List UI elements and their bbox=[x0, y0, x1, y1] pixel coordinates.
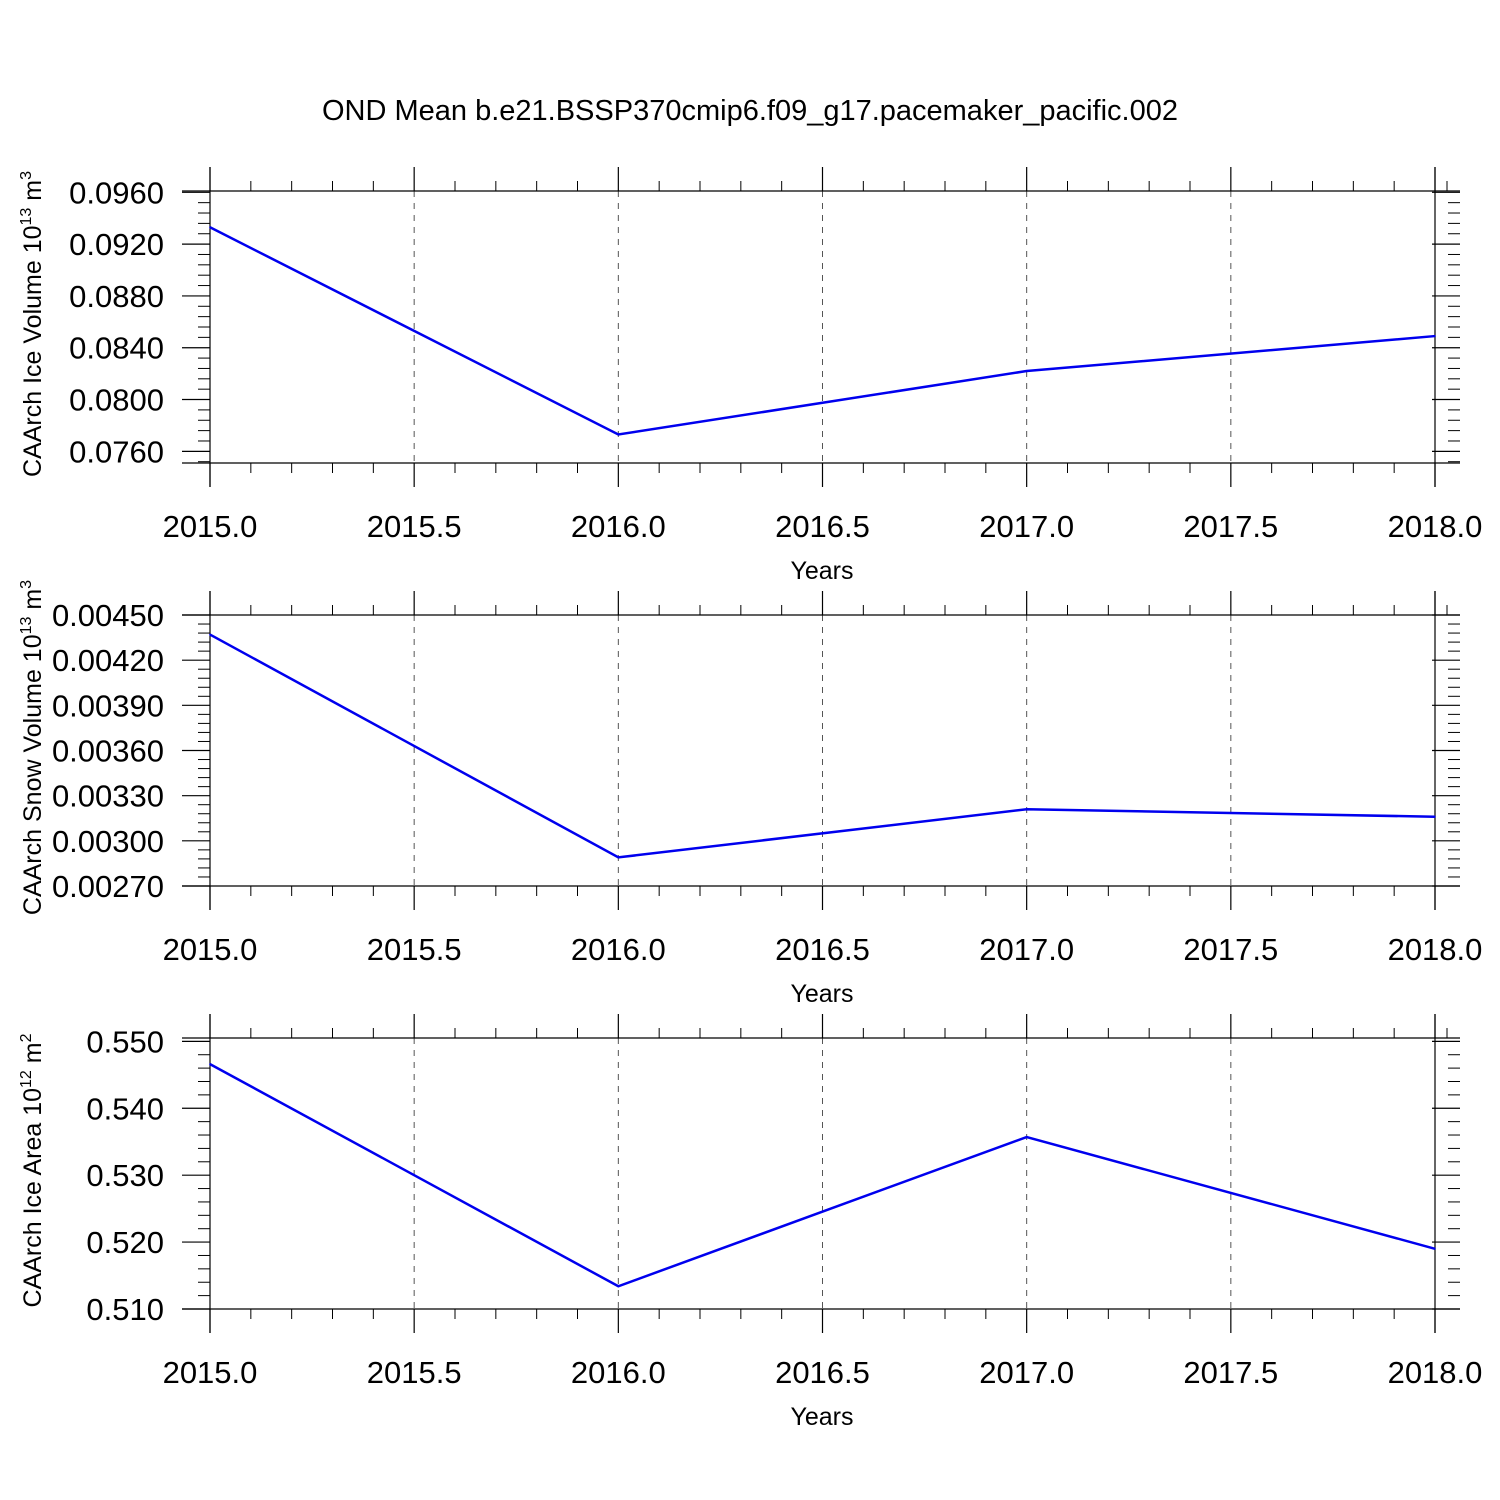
y-tick-label: 0.0920 bbox=[69, 227, 164, 262]
series-line bbox=[209, 226, 1436, 436]
x-tick-label: 2017.5 bbox=[1183, 1355, 1278, 1390]
x-tick-label: 2016.5 bbox=[775, 1355, 870, 1390]
x-tick-label: 2015.5 bbox=[367, 1355, 462, 1390]
x-tick-label: 2018.0 bbox=[1388, 932, 1483, 967]
data-point bbox=[617, 856, 620, 859]
y-tick-label: 0.530 bbox=[86, 1158, 164, 1193]
panel-3: 2015.0 2015.5 2016.0 2016.5 2017.0 2017.5 2018… bbox=[18, 1014, 1482, 1431]
x-tick-label: 2016.0 bbox=[571, 1355, 666, 1390]
x-axis-label: Years bbox=[790, 980, 853, 1008]
data-point bbox=[209, 226, 211, 229]
y-tick-label: 0.0840 bbox=[69, 331, 164, 366]
data-point bbox=[1025, 808, 1028, 811]
x-axis-label: Years bbox=[790, 557, 853, 585]
y-tick-label: 0.00360 bbox=[52, 734, 164, 769]
x-tick-label: 2017.5 bbox=[1183, 932, 1278, 967]
x-tick-label: 2017.0 bbox=[979, 1355, 1074, 1390]
y-tick-label: 0.00300 bbox=[52, 824, 164, 859]
x-tick-label: 2015.0 bbox=[163, 509, 258, 544]
y-tick-label: 0.00270 bbox=[52, 869, 164, 904]
y-axis-label: CAArch Ice Volume 1013 m3 bbox=[18, 171, 47, 477]
y-tick-label: 0.520 bbox=[86, 1225, 164, 1260]
y-axis-label: CAArch Snow Volume 1013 m3 bbox=[18, 580, 47, 915]
x-tick-label: 2015.0 bbox=[163, 932, 258, 967]
x-tick-label: 2017.5 bbox=[1183, 509, 1278, 544]
y-tick-label: 0.00330 bbox=[52, 779, 164, 814]
x-tick-label: 2017.0 bbox=[979, 932, 1074, 967]
data-point bbox=[1434, 335, 1436, 337]
y-tick-label: 0.550 bbox=[86, 1024, 164, 1059]
y-tick-label: 0.510 bbox=[86, 1292, 164, 1327]
x-tick-label: 2016.5 bbox=[775, 509, 870, 544]
data-point bbox=[1434, 815, 1436, 818]
x-axis-label: Years bbox=[790, 1403, 853, 1431]
data-point bbox=[1025, 1136, 1028, 1138]
data-point bbox=[209, 1063, 211, 1065]
y-tick-label: 0.0880 bbox=[69, 279, 164, 314]
y-tick-label: 0.0960 bbox=[69, 175, 164, 210]
y-tick-label: 0.0760 bbox=[69, 434, 164, 469]
data-point bbox=[1025, 370, 1028, 372]
x-tick-label: 2017.0 bbox=[979, 509, 1074, 544]
chart-title: OND Mean b.e21.BSSP370cmip6.f09_g17.pace… bbox=[322, 95, 1178, 127]
y-tick-label: 0.00450 bbox=[52, 598, 164, 633]
y-tick-label: 0.00420 bbox=[52, 643, 164, 678]
x-tick-label: 2016.5 bbox=[775, 932, 870, 967]
x-tick-label: 2018.0 bbox=[1388, 1355, 1483, 1390]
x-tick-label: 2015.5 bbox=[367, 932, 462, 967]
data-point bbox=[209, 633, 211, 636]
panel-1: 2015.0 2015.5 2016.0 2016.5 2017.0 2017.5 2018… bbox=[18, 167, 1482, 585]
panel-2: 2015.0 2015.5 2016.0 2016.5 2017.0 2017.5 2018… bbox=[18, 580, 1482, 1008]
y-tick-label: 0.0800 bbox=[69, 383, 164, 418]
x-tick-label: 2016.0 bbox=[571, 509, 666, 544]
data-point bbox=[1434, 1247, 1436, 1250]
series-line bbox=[209, 633, 1436, 859]
data-point bbox=[617, 433, 620, 436]
y-tick-label: 0.00390 bbox=[52, 688, 164, 723]
x-tick-label: 2018.0 bbox=[1388, 509, 1483, 544]
x-tick-label: 2015.0 bbox=[163, 1355, 258, 1390]
series-line bbox=[209, 1062, 1436, 1288]
y-tick-label: 0.540 bbox=[86, 1091, 164, 1126]
y-axis-label: CAArch Ice Area 1012 m2 bbox=[18, 1033, 47, 1307]
data-point bbox=[617, 1285, 620, 1288]
x-tick-label: 2015.5 bbox=[367, 509, 462, 544]
x-tick-label: 2016.0 bbox=[571, 932, 666, 967]
